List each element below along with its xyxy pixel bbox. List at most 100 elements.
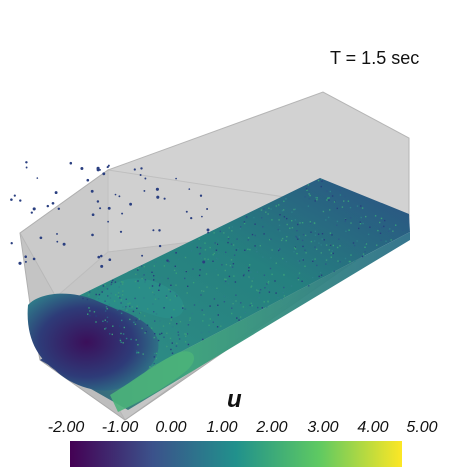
fluid-particle — [208, 324, 210, 326]
fluid-particle — [291, 211, 293, 213]
fluid-particle — [265, 211, 267, 213]
fluid-particle — [138, 286, 141, 289]
fluid-particle — [175, 345, 178, 347]
fluid-particle — [285, 239, 287, 242]
fluid-particle — [363, 255, 365, 257]
fluid-particle — [162, 325, 165, 327]
fluid-particle — [203, 290, 205, 292]
fluid-particle — [281, 237, 284, 240]
fluid-particle — [185, 335, 187, 337]
fluid-particle — [248, 270, 250, 272]
fluid-particle — [317, 179, 320, 182]
spray-droplet — [10, 198, 13, 201]
fluid-particle — [309, 222, 312, 224]
fluid-particle — [325, 263, 327, 265]
fluid-particle — [310, 231, 312, 233]
fluid-particle — [327, 197, 329, 199]
fluid-particle — [125, 298, 127, 300]
fluid-particle — [187, 324, 190, 326]
fluid-particle — [302, 259, 304, 261]
fluid-particle — [112, 325, 114, 327]
fluid-particle — [200, 294, 202, 296]
fluid-particle — [314, 258, 316, 260]
fluid-particle — [331, 270, 334, 273]
fluid-particle — [364, 251, 366, 253]
fluid-particle — [231, 307, 233, 309]
fluid-particle — [202, 320, 204, 322]
fluid-particle — [230, 259, 233, 261]
fluid-particle — [304, 196, 306, 198]
fluid-particle — [318, 242, 320, 244]
fluid-particle — [392, 230, 394, 232]
fluid-particle — [115, 278, 117, 280]
fluid-particle — [248, 267, 250, 269]
fluid-particle — [361, 255, 364, 258]
fluid-particle — [121, 319, 123, 322]
wave-crest — [95, 278, 184, 319]
fluid-particle — [204, 249, 207, 251]
fluid-particle — [318, 275, 320, 278]
fluid-particle — [153, 336, 156, 339]
fluid-particle — [138, 318, 140, 320]
fluid-particle — [247, 248, 249, 250]
fluid-particle — [191, 312, 193, 315]
fluid-particle — [365, 215, 367, 218]
fluid-particle — [201, 290, 203, 292]
fluid-particle — [130, 338, 132, 341]
fluid-particle — [104, 319, 106, 321]
fluid-particle — [236, 317, 238, 319]
fluid-particle — [326, 199, 328, 201]
fluid-particle — [402, 229, 404, 231]
fluid-particle — [309, 221, 311, 223]
fluid-particle — [144, 358, 146, 360]
fluid-particle — [120, 283, 122, 285]
fluid-particle — [289, 227, 291, 229]
spray-droplet — [108, 258, 112, 262]
fluid-particle — [327, 216, 330, 219]
fluid-particle — [171, 326, 174, 328]
fluid-particle — [89, 310, 91, 312]
fluid-particle — [152, 303, 154, 305]
fluid-particle — [315, 196, 317, 199]
fluid-particle — [262, 256, 264, 258]
fluid-particle — [154, 333, 156, 335]
fluid-particle — [253, 216, 255, 219]
fluid-particle — [267, 282, 269, 284]
fluid-particle — [121, 281, 123, 283]
fluid-particle — [137, 280, 139, 282]
fluid-particle — [143, 315, 146, 317]
fluid-particle — [176, 295, 178, 297]
fluid-particle — [267, 213, 269, 215]
fluid-particle — [250, 302, 252, 305]
fluid-particle — [198, 301, 200, 303]
fluid-particle — [280, 239, 283, 242]
fluid-particle — [178, 258, 180, 260]
fluid-particle — [217, 258, 219, 260]
fluid-particle — [153, 275, 155, 277]
spray-droplet — [97, 255, 101, 259]
fluid-particle — [238, 319, 240, 321]
fluid-particle — [120, 341, 122, 343]
fluid-particle — [122, 290, 124, 292]
fluid-particle — [118, 293, 120, 296]
fluid-particle — [330, 256, 332, 258]
fluid-particle — [329, 209, 331, 211]
fluid-particle — [297, 279, 300, 281]
fluid-particle — [136, 305, 138, 307]
fluid-particle — [333, 201, 336, 203]
fluid-particle — [82, 297, 84, 300]
fluid-particle — [308, 285, 310, 287]
fluid-particle — [105, 327, 107, 329]
spray-droplet — [201, 215, 203, 218]
fluid-particle — [240, 277, 242, 279]
fluid-particle — [121, 294, 124, 296]
spray-droplet — [152, 229, 155, 232]
bright-wake — [110, 351, 195, 412]
fluid-particle — [244, 249, 246, 251]
fluid-particle — [270, 238, 272, 240]
fluid-particle — [163, 265, 166, 267]
fluid-particle — [176, 323, 178, 325]
fluid-particle — [170, 319, 172, 321]
spray-droplet — [175, 251, 178, 254]
fluid-particle — [104, 300, 106, 302]
